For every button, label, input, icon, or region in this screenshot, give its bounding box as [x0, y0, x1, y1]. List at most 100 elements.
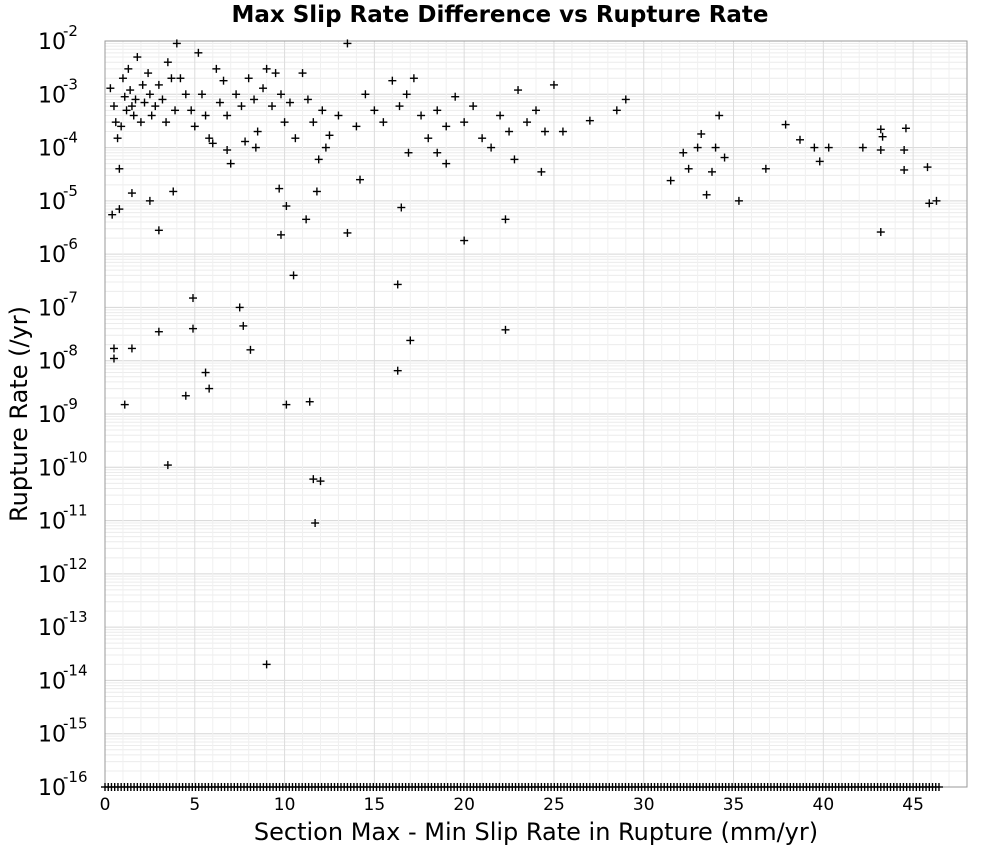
y-tick-base: 10 — [38, 190, 66, 215]
floor-markers — [101, 783, 943, 791]
data-point — [810, 143, 819, 152]
grid-lines — [104, 41, 968, 788]
y-tick-base: 10 — [38, 243, 66, 268]
y-tick-base: 10 — [38, 83, 66, 108]
data-point — [276, 90, 285, 99]
data-point — [205, 384, 214, 393]
x-axis-title: Section Max - Min Slip Rate in Rupture (… — [254, 818, 818, 846]
data-point — [188, 294, 197, 303]
data-point — [409, 74, 418, 83]
data-point — [523, 118, 532, 127]
data-point — [781, 120, 790, 129]
data-point — [109, 354, 118, 363]
x-tick-label: 30 — [633, 795, 655, 815]
data-point — [460, 118, 469, 127]
y-tick-exponent: -8 — [63, 342, 78, 360]
x-tick-label: 25 — [543, 795, 565, 815]
data-point — [133, 53, 142, 62]
data-point — [176, 74, 185, 83]
data-point — [720, 153, 729, 162]
data-point — [311, 519, 320, 528]
y-axis-ticks: 10-1610-1510-1410-1310-1210-1110-1010-91… — [38, 22, 88, 801]
data-point — [232, 90, 241, 99]
data-point — [397, 203, 406, 212]
data-point — [127, 344, 136, 353]
data-point — [280, 118, 289, 127]
y-tick-exponent: -7 — [63, 288, 78, 306]
data-point — [223, 146, 232, 155]
data-point — [312, 187, 321, 196]
data-point — [187, 106, 196, 115]
data-point — [303, 95, 312, 104]
y-tick-label: 10-10 — [38, 448, 88, 481]
x-tick-label: 35 — [723, 795, 745, 815]
data-point — [395, 102, 404, 111]
y-tick-exponent: -10 — [63, 448, 88, 466]
data-point — [154, 226, 163, 235]
data-point — [259, 84, 268, 93]
data-point — [406, 336, 415, 345]
data-point — [212, 64, 221, 73]
data-point — [900, 146, 909, 155]
data-point — [147, 111, 156, 120]
data-point — [361, 90, 370, 99]
data-point — [127, 102, 136, 111]
data-point — [115, 205, 124, 214]
y-tick-base: 10 — [38, 510, 66, 535]
data-point — [824, 143, 833, 152]
data-point — [734, 196, 743, 205]
data-point — [761, 164, 770, 173]
y-tick-exponent: -16 — [63, 768, 88, 786]
data-point — [289, 271, 298, 280]
data-point — [532, 106, 540, 115]
data-point — [262, 660, 271, 669]
data-point — [370, 106, 379, 115]
data-point — [402, 90, 411, 99]
data-point — [190, 122, 199, 131]
y-tick-label: 10-12 — [38, 555, 88, 588]
data-point — [282, 202, 291, 211]
x-axis-ticks: 0 5 10 15 20 25 30 35 40 45 — [100, 795, 924, 815]
data-point — [501, 215, 510, 224]
data-point — [235, 303, 244, 312]
y-tick-label: 10-13 — [38, 608, 88, 641]
data-point — [923, 163, 932, 172]
y-tick-base: 10 — [38, 723, 66, 748]
data-point — [205, 134, 214, 143]
x-tick-label: 40 — [813, 795, 835, 815]
data-point — [237, 102, 246, 111]
data-point — [215, 98, 224, 107]
data-point — [144, 69, 153, 78]
x-tick-label: 5 — [189, 795, 200, 815]
y-tick-base: 10 — [38, 30, 66, 55]
data-point — [239, 321, 248, 330]
data-point — [154, 327, 163, 336]
y-tick-base: 10 — [38, 776, 66, 801]
data-point — [343, 39, 352, 48]
data-point — [612, 106, 621, 115]
data-point — [505, 127, 514, 136]
data-point — [876, 228, 885, 237]
y-tick-exponent: -12 — [63, 555, 88, 573]
data-point — [262, 64, 271, 73]
data-point — [388, 76, 397, 85]
data-point — [246, 345, 255, 354]
data-points — [106, 39, 941, 669]
y-tick-base: 10 — [38, 137, 66, 162]
data-point — [302, 215, 311, 224]
x-tick-label: 15 — [364, 795, 386, 815]
data-point — [115, 164, 124, 173]
data-point — [118, 74, 127, 83]
data-point — [496, 111, 505, 120]
y-tick-base: 10 — [38, 296, 66, 321]
data-point — [171, 106, 180, 115]
data-point — [433, 148, 442, 157]
data-point — [138, 80, 147, 89]
data-point — [393, 280, 402, 289]
data-point — [285, 98, 294, 107]
floor-point — [934, 783, 943, 791]
data-point — [442, 159, 451, 168]
data-point — [181, 391, 190, 400]
data-point — [127, 189, 136, 198]
